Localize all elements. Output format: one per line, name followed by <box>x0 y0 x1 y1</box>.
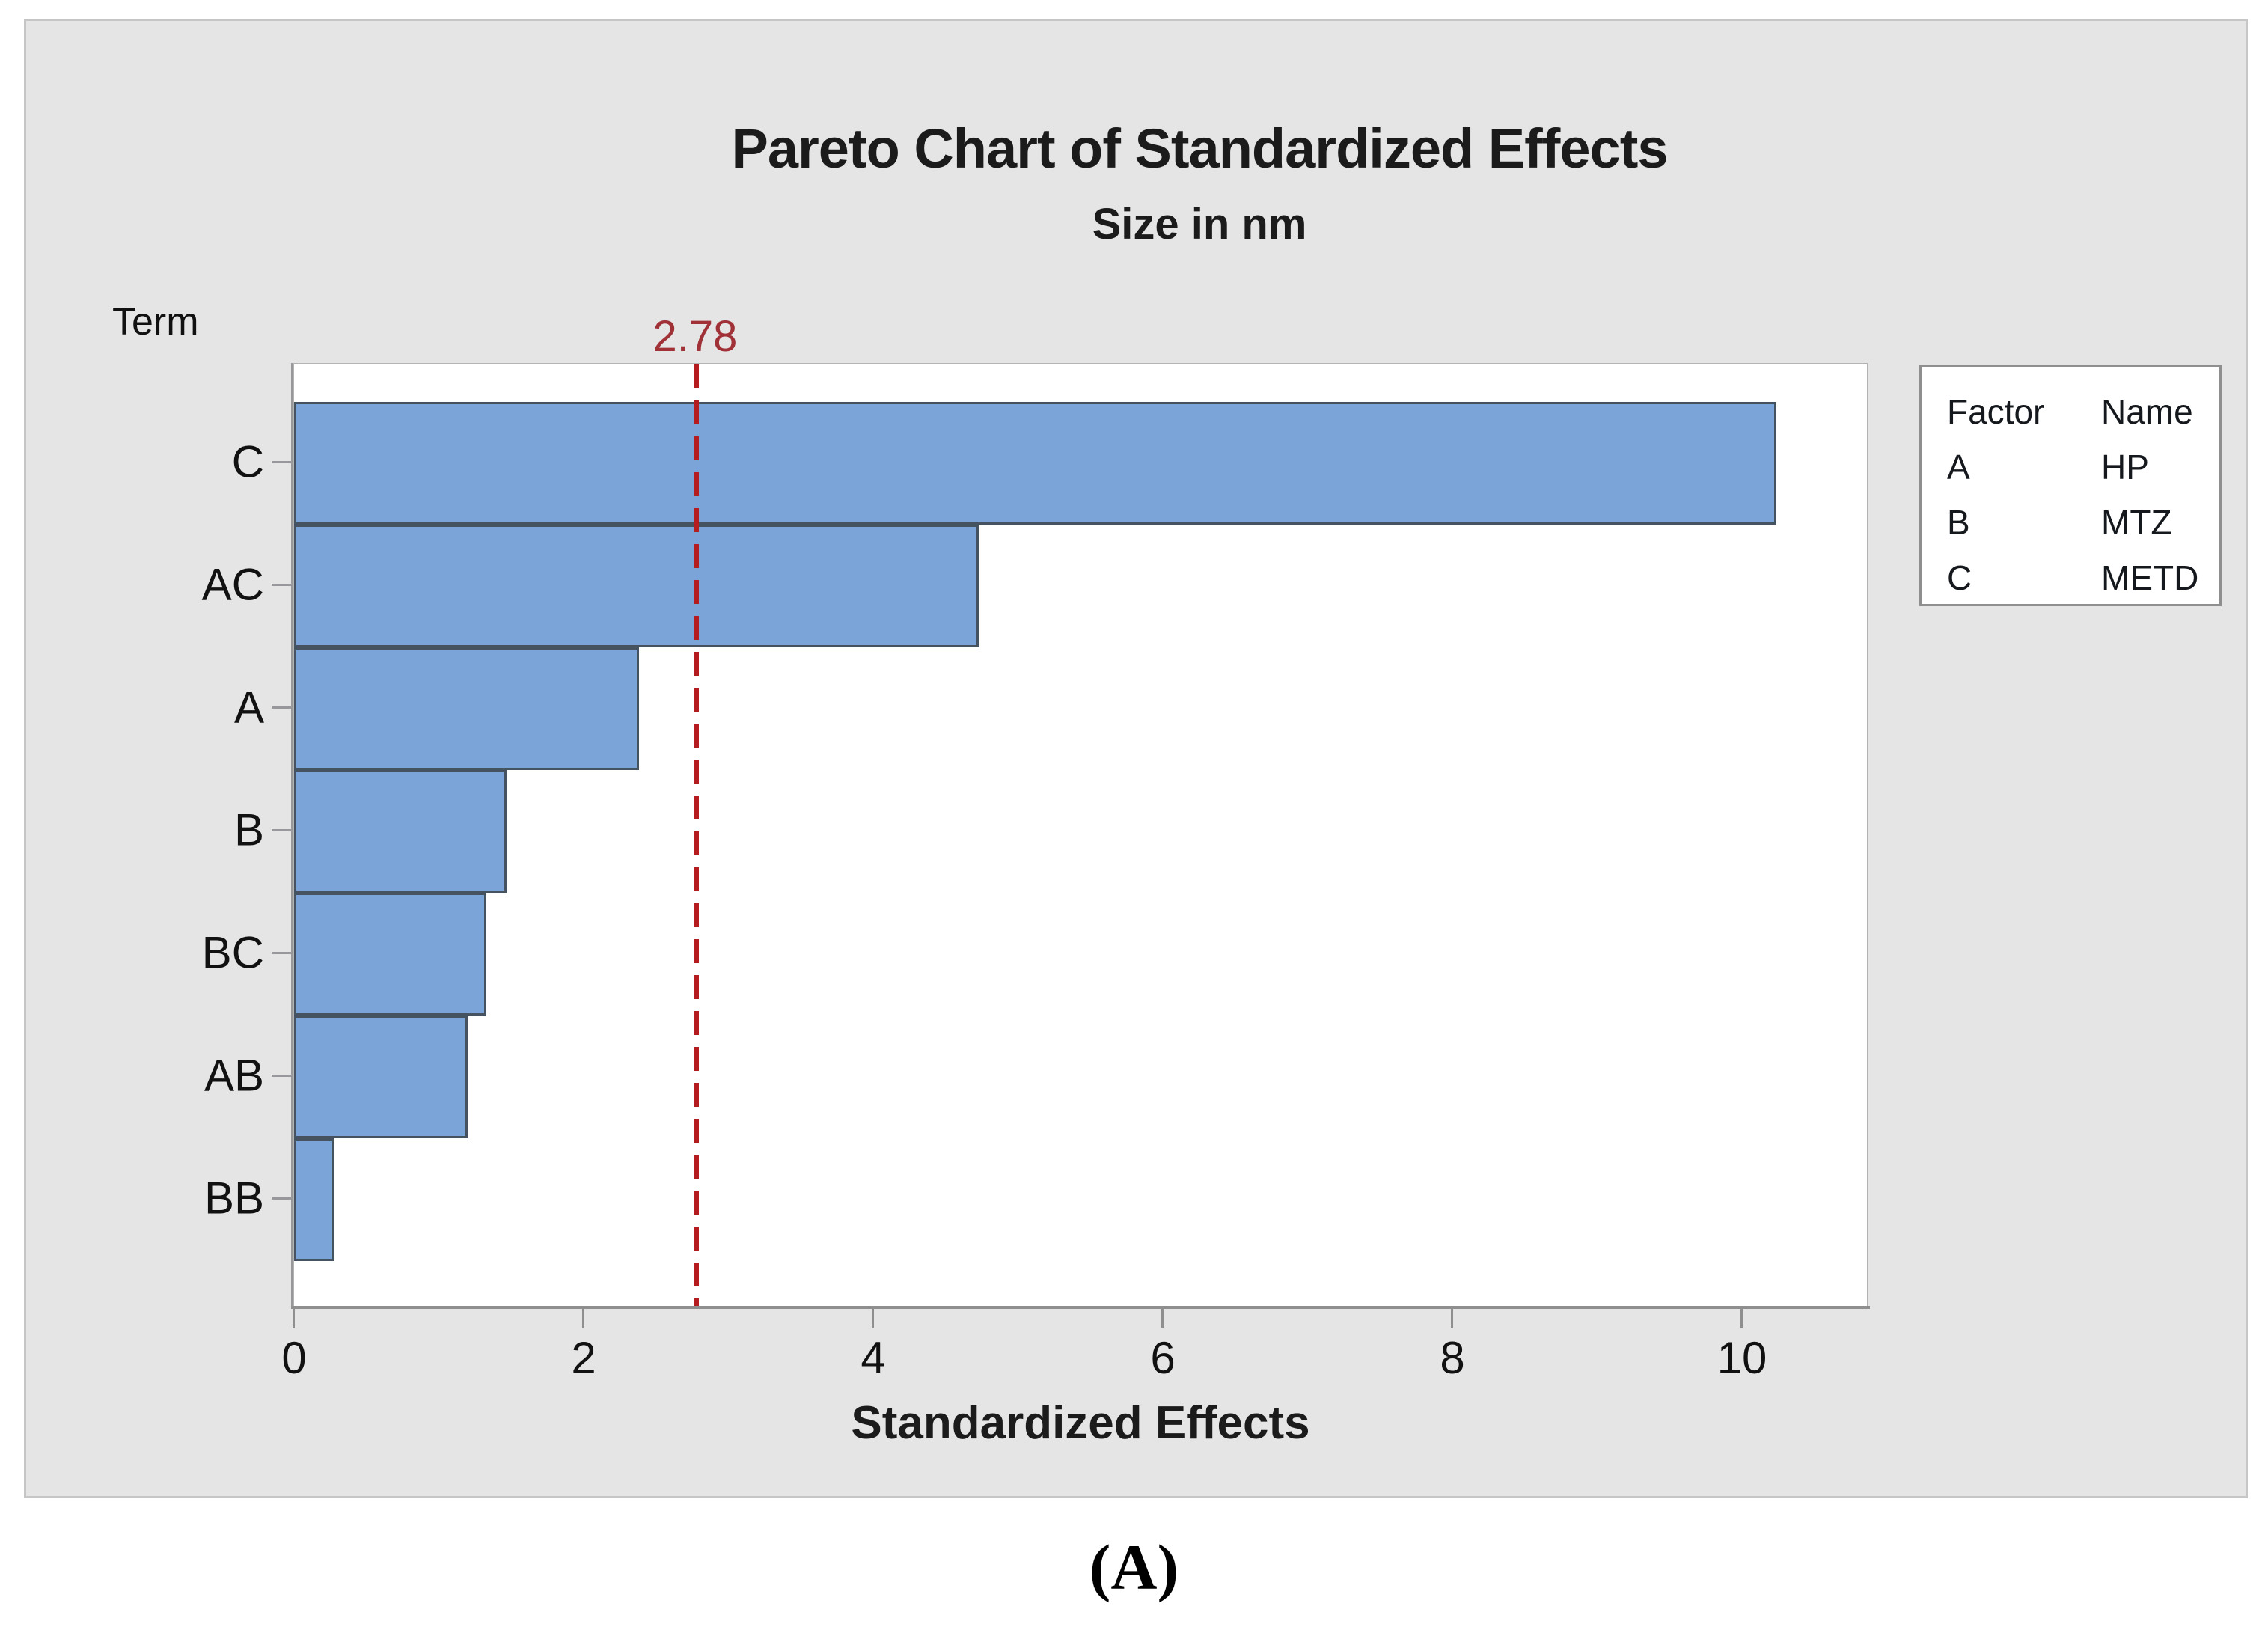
chart-title: Pareto Chart of Standardized Effects <box>731 117 1668 180</box>
y-tick-C <box>272 461 291 463</box>
x-tick-label-6: 6 <box>1150 1333 1176 1383</box>
category-label-BC: BC <box>201 927 264 978</box>
legend-header-name: Name <box>2101 392 2193 431</box>
chart-subtitle: Size in nm <box>1092 200 1307 248</box>
x-tick-label-4: 4 <box>861 1333 886 1383</box>
reference-line <box>694 364 699 1306</box>
category-label-A: A <box>233 682 264 733</box>
legend-name-C: METD <box>2101 558 2199 597</box>
reference-line-value-label: 2.78 <box>652 312 738 361</box>
bar-AB <box>294 1016 468 1138</box>
x-axis-line <box>291 1306 1870 1309</box>
x-tick-label-0: 0 <box>281 1333 307 1383</box>
x-tick-6 <box>1161 1309 1164 1328</box>
y-tick-A <box>272 706 291 709</box>
bar-C <box>294 402 1776 525</box>
legend-factor-A: A <box>1947 448 1970 486</box>
legend-name-A: HP <box>2101 448 2149 486</box>
plot-area <box>293 363 1868 1307</box>
x-tick-label-10: 10 <box>1717 1333 1767 1383</box>
category-label-B: B <box>233 805 264 855</box>
x-tick-10 <box>1740 1309 1743 1328</box>
bar-B <box>294 770 507 893</box>
legend-factor-C: C <box>1947 558 1972 597</box>
bar-BC <box>294 893 486 1016</box>
category-label-AB: AB <box>204 1050 264 1101</box>
x-tick-2 <box>582 1309 584 1328</box>
category-label-AC: AC <box>201 559 264 610</box>
x-tick-4 <box>872 1309 874 1328</box>
category-label-BB: BB <box>204 1173 264 1224</box>
factor-legend-grid: Factor Name A HP B MTZ C METD <box>1922 367 2219 605</box>
bar-A <box>294 647 639 770</box>
x-axis-title: Standardized Effects <box>851 1397 1310 1449</box>
x-tick-0 <box>293 1309 295 1328</box>
category-label-C: C <box>231 436 264 487</box>
legend-name-B: MTZ <box>2101 503 2172 542</box>
x-tick-8 <box>1451 1309 1453 1328</box>
legend-factor-B: B <box>1947 503 1970 542</box>
y-tick-BC <box>272 952 291 954</box>
y-axis-title: Term <box>112 300 199 344</box>
y-tick-AB <box>272 1075 291 1077</box>
y-tick-BB <box>272 1197 291 1200</box>
x-tick-label-2: 2 <box>571 1333 596 1383</box>
bar-AC <box>294 525 979 647</box>
chart-panel: Pareto Chart of Standardized Effects Siz… <box>24 19 2248 1498</box>
legend-header-factor: Factor <box>1947 392 2045 431</box>
y-tick-B <box>272 829 291 831</box>
bar-BB <box>294 1138 334 1261</box>
factor-legend: Factor Name A HP B MTZ C METD <box>1919 365 2222 606</box>
y-tick-AC <box>272 584 291 586</box>
figure-caption: (A) <box>1089 1531 1179 1603</box>
x-tick-label-8: 8 <box>1440 1333 1465 1383</box>
